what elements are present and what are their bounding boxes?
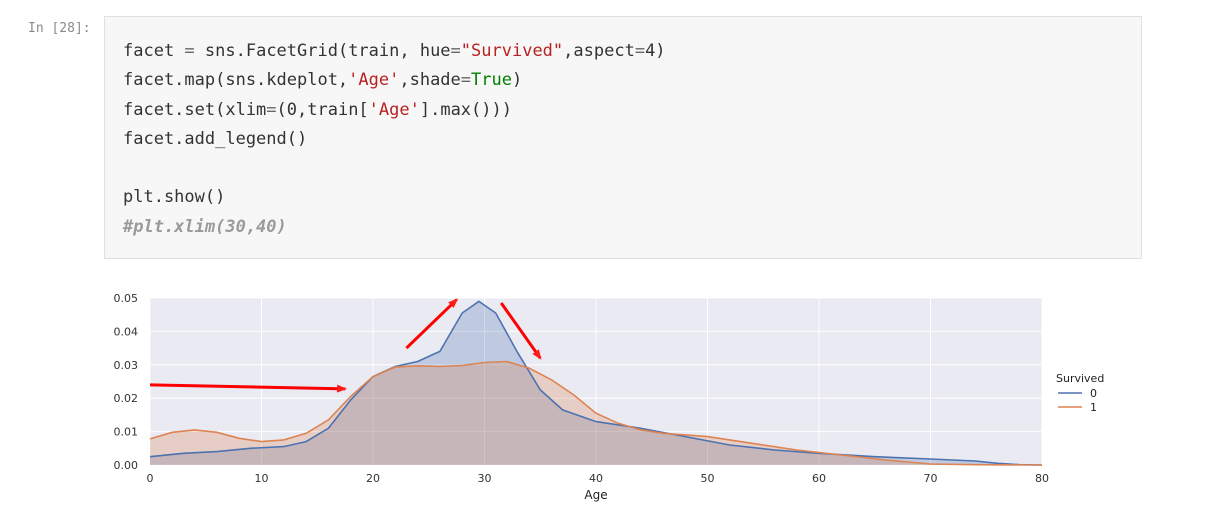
- code-token: 'Age': [368, 99, 420, 120]
- x-tick-label: 40: [589, 472, 603, 485]
- output-area: 0 10 20 30 40 50 60 70 80 0.00 0.01 0.02 0.03 0.04 0.0…: [104, 286, 1124, 520]
- x-tick-label: 0: [147, 472, 154, 485]
- code-token: facet.add_legend(): [123, 128, 308, 149]
- x-tick-label: 10: [255, 472, 269, 485]
- code-cell-editor[interactable]: facet = sns.FacetGrid(train, hue="Surviv…: [104, 16, 1142, 259]
- y-tick-label: 0.04: [114, 325, 139, 338]
- annotation-arrow: [405, 298, 459, 350]
- code-line: facet.map(sns.kdeplot,'Age',shade=True): [123, 66, 666, 95]
- code-token: ,aspect: [563, 41, 635, 61]
- y-tick-label: 0.00: [114, 459, 139, 472]
- y-tick-label: 0.05: [114, 292, 139, 305]
- x-tick-label: 30: [478, 472, 492, 485]
- x-tick-label: 20: [366, 472, 380, 485]
- code-token: ].max())): [419, 99, 512, 120]
- x-tick-label: 80: [1035, 472, 1049, 485]
- x-axis-label: Age: [584, 488, 607, 502]
- x-tick-label: 70: [924, 472, 938, 485]
- legend-label-0: 0: [1090, 387, 1097, 400]
- legend-title: Survived: [1056, 372, 1104, 385]
- y-tick-label: 0.01: [114, 426, 139, 439]
- code-token: =: [184, 41, 195, 61]
- kde-chart: 0 10 20 30 40 50 60 70 800.000.010.020.030.040.0…: [114, 292, 1105, 502]
- x-tick-label: 50: [701, 472, 715, 485]
- code-token: True: [471, 70, 512, 91]
- annotation-arrow: [500, 302, 542, 360]
- annotation-arrow: [149, 383, 348, 393]
- code-line: facet.add_legend(): [123, 125, 666, 154]
- kde-area-0: [150, 301, 1042, 465]
- code-token: facet.set(xlim: [123, 99, 267, 120]
- code-token: ,shade: [399, 70, 461, 91]
- code-token: =: [634, 41, 646, 61]
- code-token: =: [450, 41, 461, 61]
- code-token: ): [511, 70, 523, 91]
- x-tick-label: 60: [812, 472, 826, 485]
- kde-line-0: [149, 300, 1043, 466]
- legend-label-1: 1: [1090, 401, 1097, 414]
- code-line: plt.show(): [123, 183, 666, 212]
- y-tick-label: 0.03: [114, 359, 139, 372]
- code-token: facet: [123, 41, 185, 61]
- code-line: [123, 154, 666, 183]
- code-line: facet = sns.FacetGrid(train, hue="Surviv…: [123, 37, 666, 66]
- cell-prompt: In [28]:: [28, 21, 91, 36]
- y-tick-label: 0.02: [114, 392, 139, 405]
- code-token: sns.FacetGrid(train, hue: [194, 41, 451, 61]
- code-token: facet.map(sns.kdeplot,: [123, 70, 349, 91]
- code-token: (0,train[: [276, 99, 369, 120]
- code-text[interactable]: facet = sns.FacetGrid(train, hue="Surviv…: [123, 37, 666, 242]
- code-token: plt.show(): [123, 187, 226, 208]
- code-line: facet.set(xlim=(0,train['Age'].max())): [123, 96, 666, 125]
- code-token: 'Age': [348, 70, 400, 91]
- code-token: 4): [645, 41, 666, 61]
- code-token: #plt.xlim(30,40): [123, 216, 287, 237]
- code-line: #plt.xlim(30,40): [123, 213, 666, 242]
- code-token: =: [460, 70, 472, 91]
- kde-line-1: [149, 360, 1043, 466]
- code-token: =: [266, 99, 277, 120]
- code-token: "Survived": [460, 41, 564, 61]
